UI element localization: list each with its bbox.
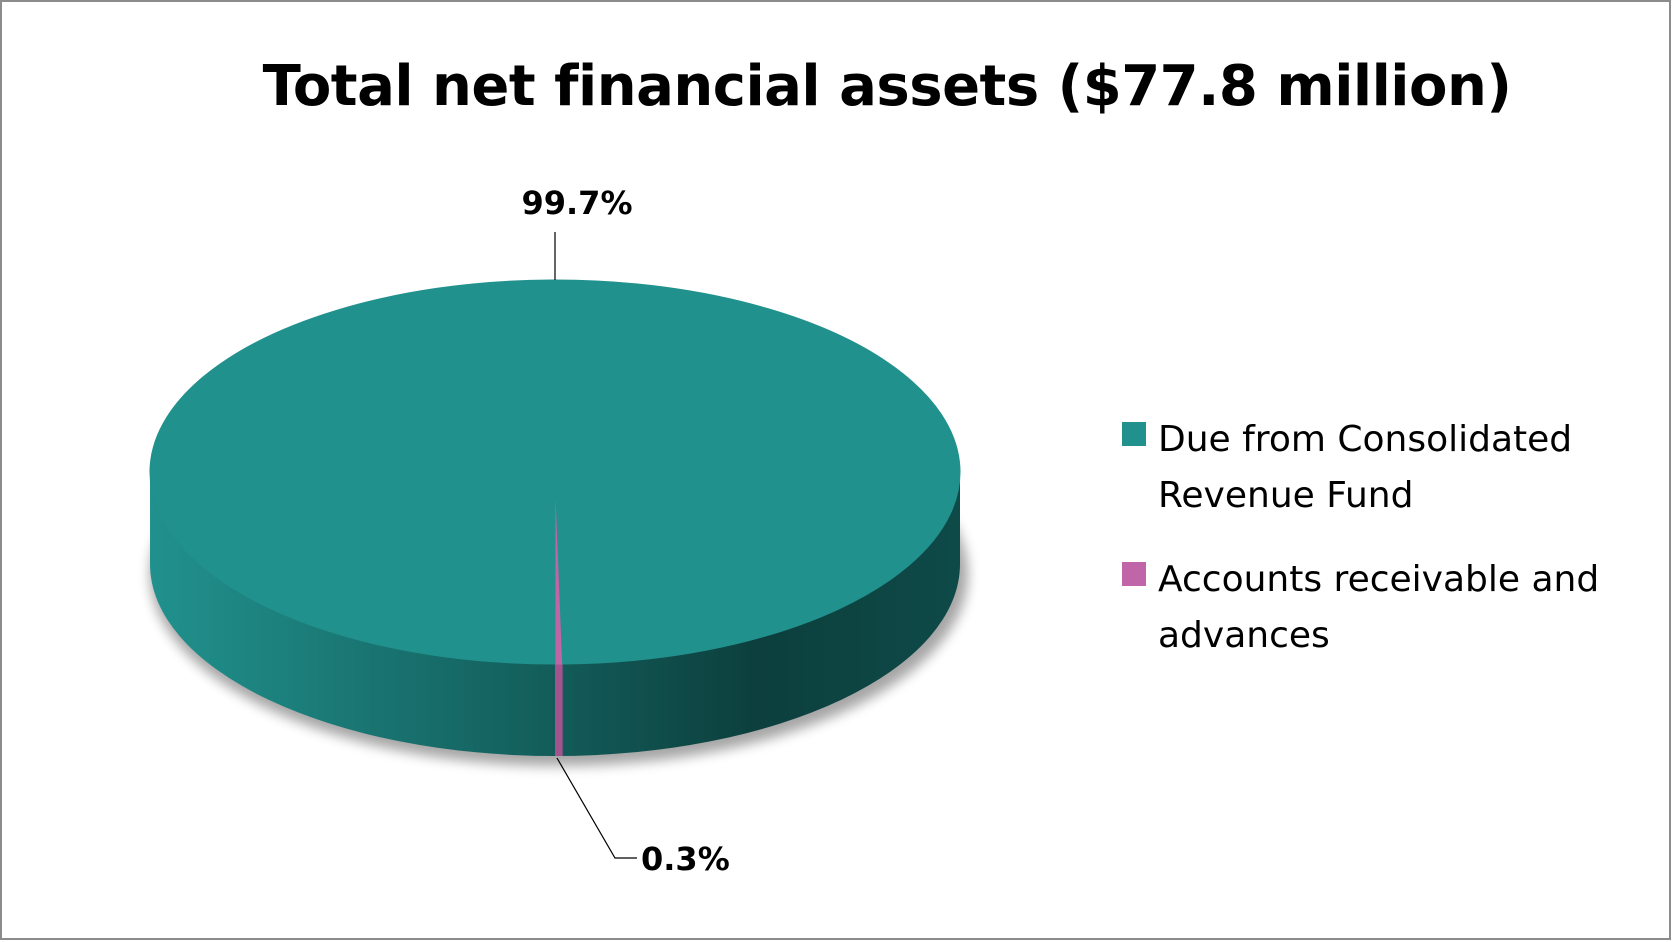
pie-side-wall — [150, 472, 960, 756]
legend-swatch-due-from-crf — [1122, 422, 1146, 446]
leader-line-accounts-receivable — [556, 757, 637, 859]
legend-item-due-from-crf: Due from Consolidated Revenue Fund — [1122, 412, 1662, 524]
slice-due-from-crf — [149, 279, 961, 665]
slice-side-accounts-receivable — [555, 663, 563, 756]
legend-swatch-accounts-receivable — [1122, 562, 1146, 586]
legend-label-due-from-crf: Due from Consolidated Revenue Fund — [1158, 419, 1573, 516]
data-label-accounts-receivable: 0.3% — [641, 840, 730, 878]
legend-label-accounts-receivable: Accounts receivable and advances — [1158, 559, 1600, 656]
legend-item-accounts-receivable: Accounts receivable and advances — [1122, 552, 1662, 664]
data-label-due-from-crf: 99.7% — [521, 184, 632, 222]
chart-legend: Due from Consolidated Revenue Fund Accou… — [1122, 412, 1662, 692]
chart-title: Total net financial assets ($77.8 millio… — [262, 54, 1512, 119]
